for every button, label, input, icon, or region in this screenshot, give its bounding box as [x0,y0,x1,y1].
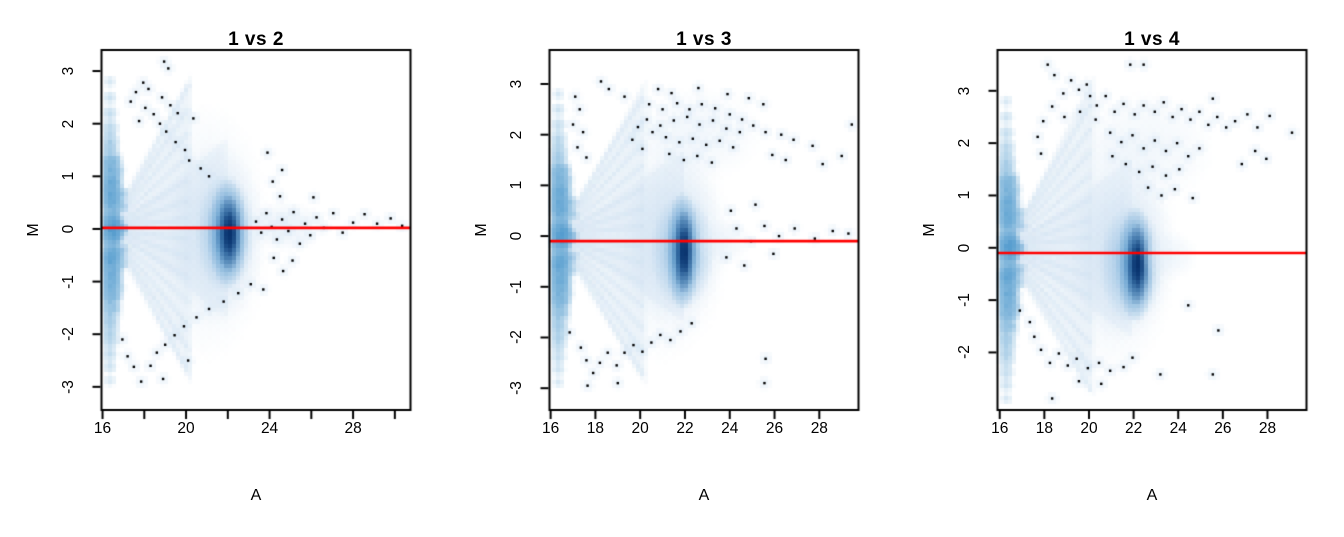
y-tick-label: -3 [60,379,77,394]
panel-1: 1 vs 2 M A 16 20 24 28 -3 -2 -1 0 1 2 3 [0,0,448,537]
y-tick-label: 3 [508,79,525,89]
y-axis-label: M [473,223,490,237]
y-tick-label: 2 [60,119,77,128]
x-tick-label: 28 [344,420,362,437]
x-tick-label: 16 [93,420,112,437]
y-tick-label: 1 [956,191,973,200]
x-tick-label: 18 [1035,420,1053,437]
x-tick-label: 20 [1080,420,1098,437]
y-tick-label: -2 [956,345,973,360]
y-tick-label: 1 [508,181,525,190]
x-tick-label: 20 [177,420,195,437]
panel-title: 1 vs 4 [1124,28,1180,50]
x-tick-label: 26 [765,420,784,437]
y-axis-label: M [25,223,42,237]
x-tick-label: 22 [1124,420,1143,437]
y-tick-label: -1 [508,279,525,294]
y-tick-label: -2 [508,330,525,345]
x-tick-label: 24 [260,420,279,437]
x-tick-label: 22 [676,420,694,437]
y-tick-label: 0 [60,224,77,234]
x-tick-label: 16 [991,420,1009,437]
y-tick-label: -1 [60,274,77,289]
panel-3: 1 vs 4 M A 16 18 20 22 24 26 28 -2 -1 0 1 2 3 [896,0,1344,537]
y-tick-label: 3 [60,66,77,76]
panel-2: 1 vs 3 M A 16 18 20 22 24 26 28 -3 -2 -1 0 1 2 3 [448,0,896,537]
y-axis-label: M [921,223,938,237]
y-tick-label: -3 [508,381,525,396]
y-tick-label: 1 [60,172,77,181]
panel-title: 1 vs 3 [676,28,732,50]
x-tick-label: 20 [631,420,649,437]
x-axis-label: A [698,487,710,504]
x-tick-label: 26 [1214,420,1232,437]
y-tick-label: 0 [508,231,525,241]
plot-canvas-1-vs-3 [448,0,896,537]
panel-title: 1 vs 2 [228,28,284,50]
y-tick-label: 3 [956,86,973,96]
x-tick-label: 24 [1169,420,1187,437]
x-tick-label: 28 [810,420,828,437]
x-tick-label: 24 [721,420,739,437]
plot-canvas-1-vs-4 [896,0,1344,537]
x-tick-label: 28 [1258,420,1277,437]
y-tick-label: 0 [956,243,973,253]
x-axis-label: A [1146,487,1158,504]
y-tick-label: 2 [508,130,525,139]
plot-canvas-1-vs-2 [0,0,448,537]
x-tick-label: 18 [586,420,605,437]
x-axis-label: A [250,487,262,504]
y-tick-label: -1 [956,293,973,308]
y-tick-label: 2 [956,138,973,148]
y-tick-label: -2 [60,327,77,342]
x-tick-label: 16 [541,420,560,437]
